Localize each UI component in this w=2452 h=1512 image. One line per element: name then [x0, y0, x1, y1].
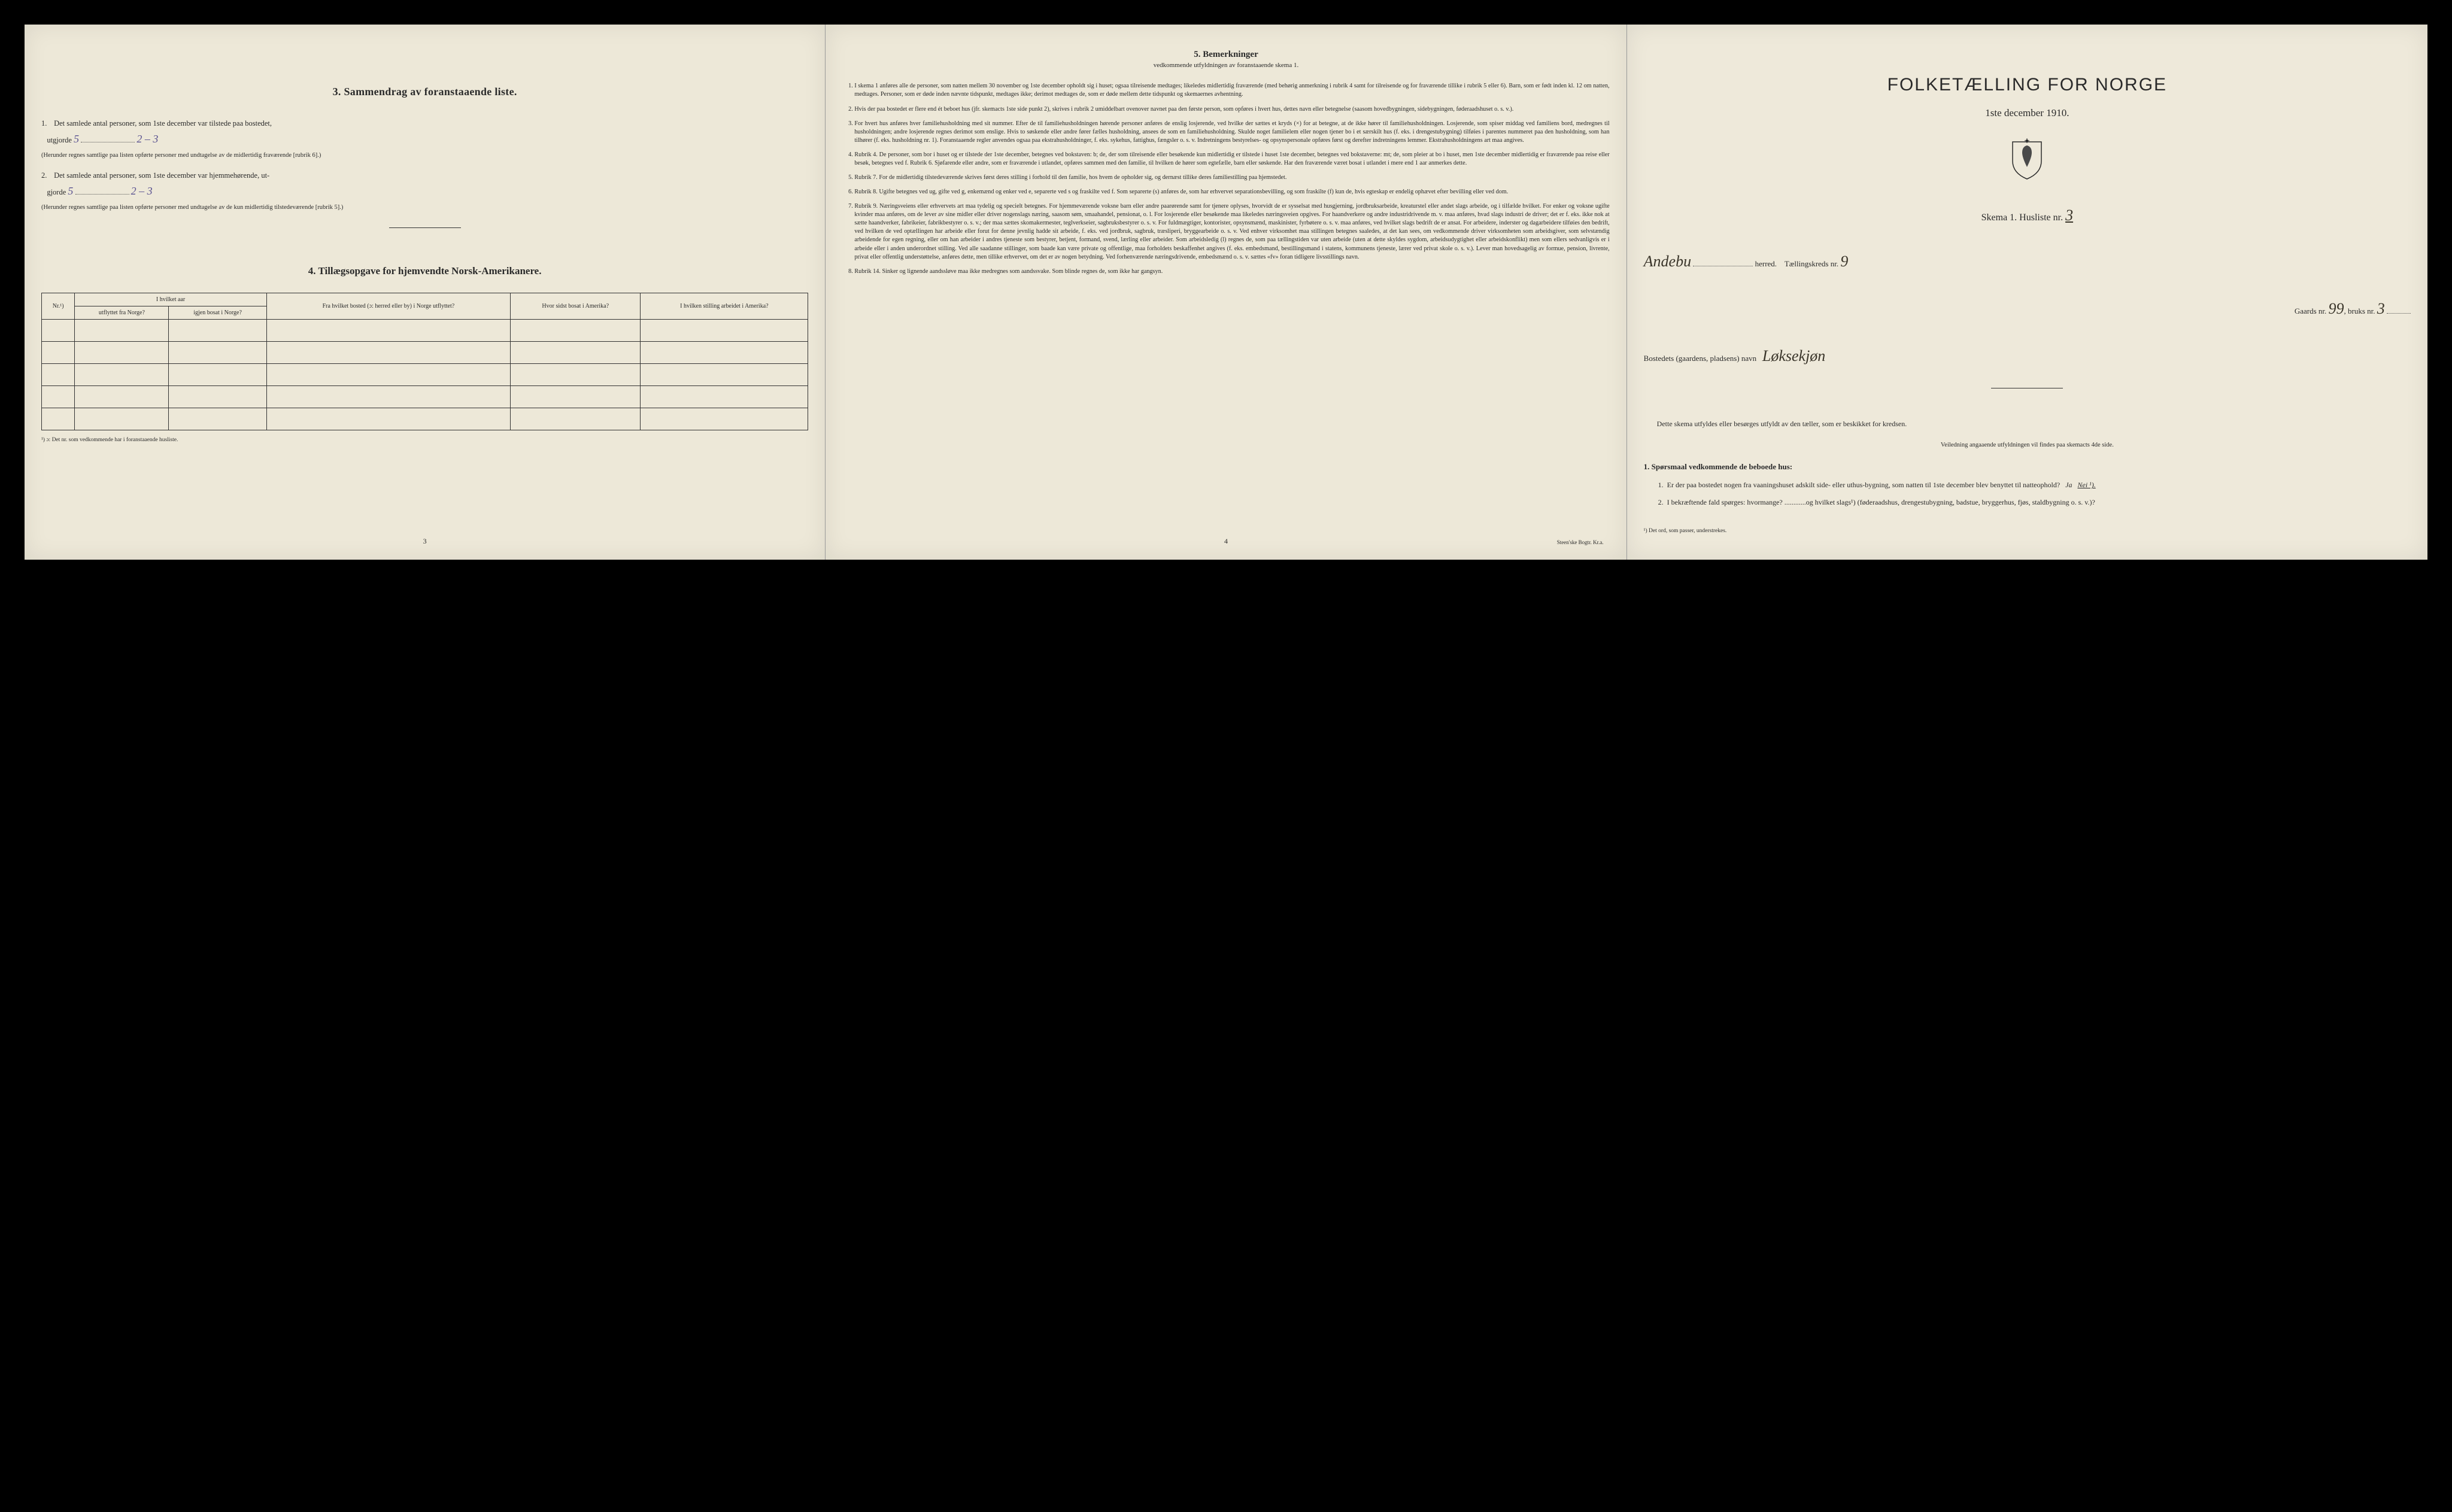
husliste-nr: 3	[2065, 207, 2073, 224]
bemerkninger-list: I skema 1 anføres alle de personer, som …	[842, 82, 1609, 275]
taellingskreds-nr: 9	[1840, 253, 1848, 270]
bemerk-item: Hvis der paa bostedet er flere end ét be…	[854, 105, 1609, 114]
item-1-value2: 2 – 3	[136, 133, 158, 145]
bosted-label: Bostedets (gaardens, pladsens) navn	[1644, 354, 1756, 363]
gjorde-label: gjorde	[47, 188, 66, 196]
bemerk-item: Rubrik 9. Næringsveiens eller erhvervets…	[854, 202, 1609, 262]
intro-text: Dette skema utfyldes eller besørges utfy…	[1644, 418, 2411, 430]
tillaeg-table: Nr.¹) I hvilket aar Fra hvilket bosted (…	[41, 293, 808, 430]
question-heading: 1. Spørsmaal vedkommende de beboede hus:	[1644, 461, 2411, 473]
herred-value: Andebu	[1644, 253, 1691, 270]
item-2-note: (Herunder regnes samtlige paa listen opf…	[41, 202, 808, 213]
th-stilling: I hvilken stilling arbeidet i Amerika?	[641, 293, 808, 320]
gaards-label: Gaards nr.	[2295, 306, 2326, 315]
main-title: FOLKETÆLLING FOR NORGE	[1644, 72, 2411, 98]
skema-line: Skema 1. Husliste nr. 3	[1644, 205, 2411, 226]
main-date: 1ste december 1910.	[1644, 106, 2411, 120]
summary-item-2: 2. Det samlede antal personer, som 1ste …	[41, 169, 808, 213]
gaards-nr: 99	[2329, 300, 2344, 317]
page-right: FOLKETÆLLING FOR NORGE 1ste december 191…	[1627, 25, 2427, 560]
section-4-title: 4. Tillægsopgave for hjemvendte Norsk-Am…	[41, 264, 808, 278]
item-number: 2.	[41, 169, 52, 182]
printer-imprint: Steen'ske Bogtr. Kr.a.	[1557, 539, 1604, 546]
bosted-value: Løksekjøn	[1762, 347, 1825, 365]
right-body: Dette skema utfyldes eller besørges utfy…	[1644, 418, 2411, 536]
bemerk-item: Rubrik 14. Sinker og lignende aandssløve…	[854, 268, 1609, 276]
item-1-text: Det samlede antal personer, som 1ste dec…	[54, 119, 272, 127]
table-row	[41, 320, 808, 342]
gaards-line: Gaards nr. 99, bruks nr. 3	[1644, 292, 2411, 326]
footnote-left: ¹) ɔ: Det nr. som vedkommende har i fora…	[41, 436, 808, 444]
th-aar: I hvilket aar	[75, 293, 266, 306]
herred-label: herred.	[1755, 259, 1777, 268]
th-utflyttet: utflyttet fra Norge?	[75, 306, 169, 320]
table-row	[41, 386, 808, 408]
table-row	[41, 364, 808, 386]
question-2: 2. I bekræftende fald spørges: hvormange…	[1658, 497, 2411, 508]
th-nr: Nr.¹)	[41, 293, 75, 320]
page-center: 5. Bemerkninger vedkommende utfyldningen…	[826, 25, 1626, 560]
utgjorde-label: utgjorde	[47, 136, 72, 144]
taellingskreds-label: Tællingskreds nr.	[1785, 259, 1838, 268]
item-2-text: Det samlede antal personer, som 1ste dec…	[54, 171, 269, 180]
page-number-left: 3	[423, 536, 427, 546]
q1-text: Er der paa bostedet nogen fra vaaningshu…	[1667, 481, 2060, 489]
page-number-center: 4	[1224, 536, 1228, 546]
bosted-line: Bostedets (gaardens, pladsens) navn Løks…	[1644, 339, 2411, 373]
section-5-subtitle: vedkommende utfyldningen av foranstaaend…	[842, 61, 1609, 70]
skema-label: Skema 1. Husliste nr.	[1981, 212, 2063, 223]
summary-item-1: 1. Det samlede antal personer, som 1ste …	[41, 117, 808, 161]
th-bosted: Fra hvilket bosted (ɔ: herred eller by) …	[266, 293, 510, 320]
document-spread: 3. Sammendrag av foranstaaende liste. 1.…	[25, 25, 2427, 560]
item-number: 1.	[41, 117, 52, 130]
item-2-value2: 2 – 3	[131, 185, 153, 197]
q1-nei: Nei ¹).	[2077, 481, 2095, 489]
bruks-label: bruks nr.	[2348, 306, 2375, 315]
section-3-title: 3. Sammendrag av foranstaaende liste.	[41, 84, 808, 99]
item-2-value: 5	[68, 185, 73, 197]
bruks-nr: 3	[2377, 300, 2385, 317]
th-amerika: Hvor sidst bosat i Amerika?	[511, 293, 641, 320]
page-left: 3. Sammendrag av foranstaaende liste. 1.…	[25, 25, 826, 560]
footnote-right: ¹) Det ord, som passer, understrekes.	[1644, 527, 2411, 536]
divider	[389, 227, 461, 228]
section-5-title: 5. Bemerkninger	[842, 48, 1609, 61]
q2-text: I bekræftende fald spørges: hvormange? .…	[1667, 498, 2095, 506]
th-igjen: igjen bosat i Norge?	[169, 306, 266, 320]
bemerk-item: Rubrik 4. De personer, som bor i huset o…	[854, 151, 1609, 168]
veiledning-text: Veiledning angaaende utfyldningen vil fi…	[1644, 441, 2411, 451]
coat-of-arms-icon	[1644, 138, 2411, 183]
herred-line: Andebu herred. Tællingskreds nr. 9	[1644, 244, 2411, 278]
item-1-value: 5	[74, 133, 79, 145]
bemerk-item: I skema 1 anføres alle de personer, som …	[854, 82, 1609, 99]
table-row	[41, 408, 808, 430]
bemerk-item: For hvert hus anføres hver familiehushol…	[854, 120, 1609, 145]
question-1: 1. Er der paa bostedet nogen fra vaaning…	[1658, 479, 2411, 491]
bemerk-item: Rubrik 7. For de midlertidig tilstedevær…	[854, 174, 1609, 182]
bemerk-item: Rubrik 8. Ugifte betegnes ved ug, gifte …	[854, 188, 1609, 196]
table-row	[41, 342, 808, 364]
q1-ja: Ja	[2065, 481, 2072, 489]
item-1-note: (Herunder regnes samtlige paa listen opf…	[41, 150, 808, 161]
